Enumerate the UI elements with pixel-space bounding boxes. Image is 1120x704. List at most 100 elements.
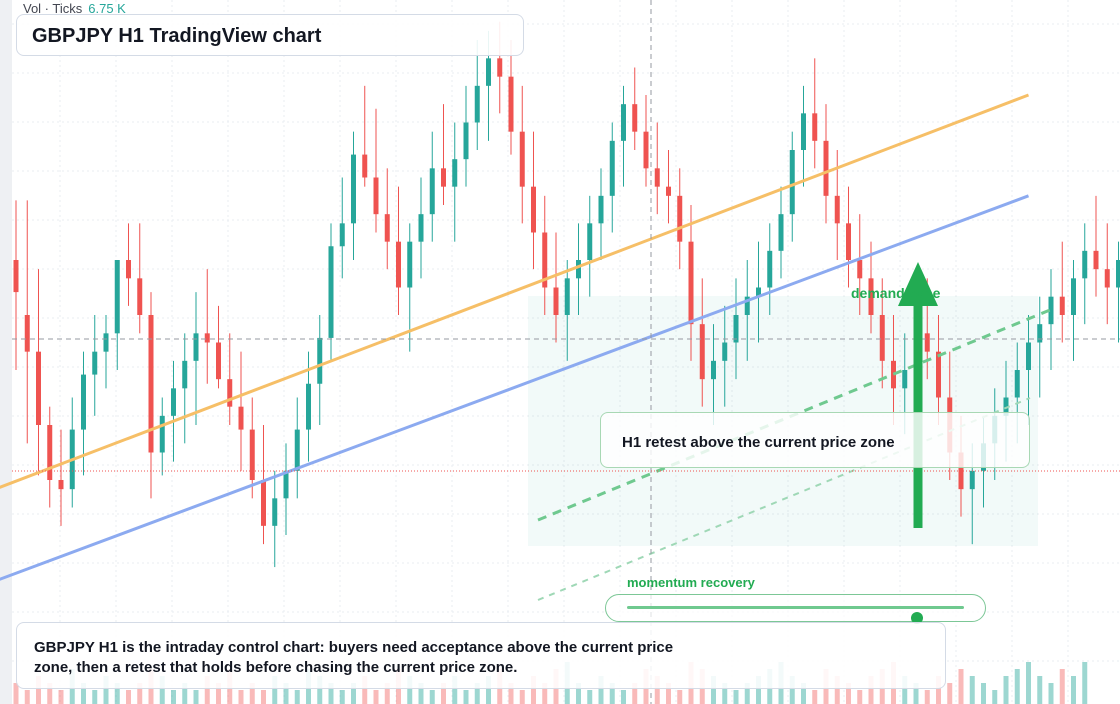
volume-bar xyxy=(789,676,795,704)
volume-bar xyxy=(1003,676,1009,704)
candle-body xyxy=(452,159,458,187)
candle-body xyxy=(564,278,570,315)
page-title: GBPJPY H1 TradingView chart xyxy=(32,25,322,47)
candle-body xyxy=(497,58,503,77)
volume-bar xyxy=(508,683,514,704)
candle-body xyxy=(441,168,446,187)
candle-body xyxy=(463,122,469,160)
candle-body xyxy=(553,287,559,315)
volume-bar xyxy=(159,676,165,704)
volume-bar xyxy=(598,676,604,704)
target-arrow-head[interactable] xyxy=(898,262,938,306)
volume-bar xyxy=(621,690,626,704)
candle-body xyxy=(148,315,154,453)
candle-body xyxy=(351,154,356,224)
candle-body xyxy=(272,498,278,526)
momentum-slider[interactable] xyxy=(605,594,986,624)
candle-body xyxy=(1048,296,1054,325)
candle-body xyxy=(778,214,784,251)
candle-body xyxy=(114,260,120,334)
volume-bar xyxy=(677,690,683,704)
candle-body xyxy=(1059,296,1065,315)
candle-body xyxy=(159,415,165,453)
volume-bar xyxy=(373,690,379,704)
candle-body xyxy=(711,360,716,380)
candle-body xyxy=(1071,278,1076,315)
volume-bar xyxy=(1071,676,1076,704)
volume-bar xyxy=(531,676,536,704)
candle-body xyxy=(868,278,874,315)
candle-body xyxy=(238,406,244,430)
volume-bar xyxy=(1059,669,1065,704)
dashed-channel-lower[interactable] xyxy=(537,397,1031,601)
volume-bar xyxy=(58,690,64,704)
volume-bar xyxy=(947,683,953,704)
volume-bar xyxy=(92,690,98,704)
candle-body xyxy=(1026,342,1031,370)
candle-body xyxy=(429,168,435,215)
candle-body xyxy=(598,195,604,224)
candle-body xyxy=(744,296,750,315)
momentum-knob[interactable] xyxy=(910,612,923,624)
volume-bar xyxy=(384,683,390,704)
candle-body xyxy=(632,104,638,132)
candle-body xyxy=(261,480,266,526)
volume-bar xyxy=(137,683,143,704)
volume-legend-value: 6.75 K xyxy=(88,1,126,16)
left-toolbar-rail xyxy=(0,0,12,704)
trendlines[interactable] xyxy=(0,93,1030,590)
volume-bar xyxy=(711,676,716,704)
candle-body xyxy=(249,429,255,480)
volume-bar xyxy=(924,690,930,704)
candle-body xyxy=(1082,250,1088,279)
demand-zone-label: demand zone xyxy=(851,285,941,301)
candle-body xyxy=(519,131,525,187)
candle-body xyxy=(936,351,941,398)
volume-bar xyxy=(182,683,188,704)
volume-bar xyxy=(756,676,761,704)
volume-bar xyxy=(407,676,413,704)
candle-body xyxy=(531,186,536,233)
volume-bar xyxy=(576,683,581,704)
volume-bar xyxy=(519,690,525,704)
trendline-orange[interactable] xyxy=(0,93,1030,498)
candle-body xyxy=(137,278,143,315)
candle-body xyxy=(407,241,413,288)
candle-body xyxy=(182,360,188,389)
candle-body xyxy=(294,429,300,471)
candle-body xyxy=(902,370,908,389)
volume-bar xyxy=(418,683,424,704)
volume-bar xyxy=(1037,676,1043,704)
volume-bar xyxy=(969,676,975,704)
trendline-blue[interactable] xyxy=(0,194,1030,590)
candle-body xyxy=(688,241,694,325)
volume-legend[interactable]: Vol · Ticks 6.75 K xyxy=(23,1,126,16)
volume-legend-label: Vol · Ticks xyxy=(23,1,83,16)
candle-body xyxy=(126,260,131,279)
volume-bar xyxy=(362,676,368,704)
volume-bar xyxy=(204,676,210,704)
candle-body xyxy=(1104,269,1110,288)
volume-bar xyxy=(238,690,244,704)
volume-bar xyxy=(114,683,120,704)
candle-body xyxy=(216,342,221,380)
volume-bar xyxy=(103,676,109,704)
candle-body xyxy=(1037,324,1043,343)
candle-body xyxy=(362,154,368,178)
volume-bar xyxy=(846,683,851,704)
candle-body xyxy=(654,168,660,187)
volume-bar xyxy=(857,690,863,704)
candle-body xyxy=(643,131,649,169)
volume-bar xyxy=(36,676,41,704)
volume-bar xyxy=(171,690,176,704)
summary-card: GBPJPY H1 is the intraday control chart:… xyxy=(16,622,946,689)
candle-body xyxy=(328,246,334,338)
chart-grid xyxy=(12,0,1120,704)
candle-body xyxy=(1093,250,1099,270)
volume-bar xyxy=(936,676,941,704)
candlestick-series xyxy=(13,21,1120,568)
candle-body xyxy=(193,333,199,361)
candle-body xyxy=(339,223,345,247)
momentum-label: momentum recovery xyxy=(627,575,755,590)
